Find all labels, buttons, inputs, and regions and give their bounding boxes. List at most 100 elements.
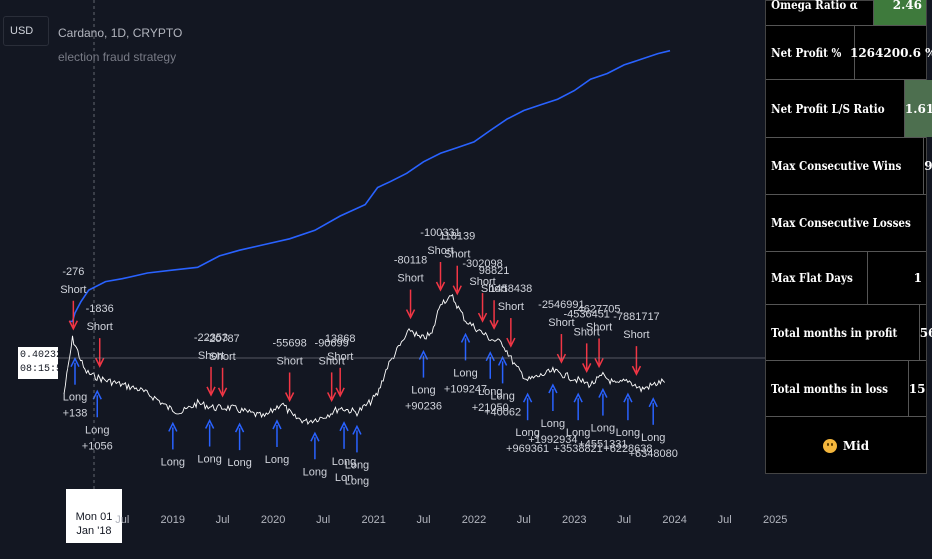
x-tick-label: 2025 bbox=[762, 514, 788, 526]
trade-pnl-label: +1056 bbox=[82, 440, 113, 452]
stats-value: 15 bbox=[907, 361, 930, 416]
long-trade-marker[interactable]: Long bbox=[265, 419, 289, 466]
stats-label: Max Consecutive Wins bbox=[771, 159, 902, 173]
short-trade-marker[interactable]: Short -100331 bbox=[420, 227, 461, 292]
trade-type-label: Short bbox=[548, 317, 574, 329]
trade-pnl-label: -7881717 bbox=[613, 311, 660, 323]
short-trade-marker[interactable]: Short 98821 bbox=[479, 265, 510, 330]
short-trade-marker[interactable]: Short -80118 bbox=[394, 255, 427, 320]
trade-pnl-label: 98821 bbox=[479, 265, 510, 277]
short-trade-marker[interactable]: Short -22353 bbox=[194, 332, 228, 397]
short-trade-marker[interactable]: Short -302098 bbox=[462, 258, 503, 323]
trade-type-label: Short bbox=[574, 326, 600, 338]
x-tick-label: Jul bbox=[115, 514, 130, 526]
stats-value: 1 bbox=[866, 252, 926, 304]
trade-pnl-label: 13868 bbox=[325, 333, 356, 345]
short-trade-marker[interactable]: Short -2546991 bbox=[538, 299, 585, 364]
x-tick-label: Jul bbox=[617, 514, 632, 526]
long-trade-marker[interactable]: Long +138 bbox=[63, 357, 88, 420]
stats-value: 9 bbox=[923, 138, 932, 194]
crosshair-date: Mon 01 Jan '18 bbox=[75, 511, 113, 538]
trade-pnl-label: +109247 bbox=[444, 383, 487, 395]
price-line bbox=[63, 294, 666, 426]
symbol-line[interactable]: Cardano, 1D, CRYPTO bbox=[58, 26, 183, 40]
short-trade-marker[interactable]: Short 13868 bbox=[325, 333, 356, 398]
trade-pnl-label: +3538821 bbox=[554, 443, 603, 455]
stats-footer: Mid bbox=[766, 416, 926, 474]
trade-type-label: Long bbox=[63, 392, 87, 404]
long-trade-marker[interactable]: Long bbox=[197, 418, 222, 466]
trade-type-label: Long bbox=[332, 456, 356, 468]
trade-type-label: Short bbox=[327, 351, 353, 363]
trade-pnl-label: Long bbox=[345, 475, 369, 487]
trade-type-label: Short bbox=[469, 276, 495, 288]
stats-label: Net Profit % bbox=[771, 45, 842, 60]
long-trade-marker[interactable]: Long +109247 bbox=[444, 332, 487, 395]
trade-pnl-label: -80118 bbox=[394, 255, 427, 267]
trade-pnl-label: +21050 bbox=[472, 402, 509, 414]
x-tick-label: Jul bbox=[316, 514, 331, 526]
trade-pnl-label: +6228638 bbox=[603, 443, 652, 455]
short-trade-marker[interactable]: Short -55698 bbox=[272, 338, 307, 403]
trade-type-label: Long bbox=[85, 424, 109, 436]
x-tick-label: Jul bbox=[416, 514, 431, 526]
long-trade-marker[interactable]: Long +3538821 bbox=[554, 392, 603, 455]
short-trade-marker[interactable]: Short -276 bbox=[60, 266, 86, 331]
currency-selector[interactable]: USD bbox=[3, 16, 49, 46]
stats-value: 56 bbox=[918, 305, 932, 360]
short-trade-marker[interactable]: Short -1836 bbox=[86, 303, 114, 368]
trade-type-label: Short bbox=[397, 273, 423, 285]
stats-label: Net Profit L/S Ratio bbox=[771, 101, 885, 116]
trade-pnl-label: -302098 bbox=[462, 258, 502, 270]
long-trade-marker[interactable]: Long +6228638 bbox=[603, 392, 653, 455]
short-trade-marker[interactable]: Short 4627705 bbox=[578, 303, 621, 369]
long-trade-marker[interactable]: Long +90236 bbox=[405, 349, 442, 413]
long-trade-marker[interactable]: Long +6348080 bbox=[629, 397, 678, 460]
long-trade-marker[interactable]: Long +4551331 bbox=[578, 387, 628, 451]
trade-type-label: Long bbox=[478, 386, 502, 398]
trade-type-label: Long bbox=[345, 459, 369, 471]
trade-type-label: Short bbox=[623, 329, 649, 341]
x-tick-label: 2020 bbox=[260, 514, 286, 526]
stats-row: Max Consecutive Wins 9 bbox=[766, 137, 932, 194]
strategy-name[interactable]: election fraud strategy bbox=[58, 50, 177, 64]
x-tick-label: 2022 bbox=[461, 514, 487, 526]
trade-pnl-label: +6348080 bbox=[629, 448, 678, 460]
short-trade-marker[interactable]: Short 118139 bbox=[439, 231, 475, 296]
long-trade-marker[interactable]: Long +40062 bbox=[484, 355, 521, 418]
long-trade-marker[interactable]: Long +1992934 bbox=[528, 383, 578, 446]
short-trade-marker[interactable]: Short -20787 bbox=[205, 333, 240, 398]
equity-line bbox=[69, 49, 671, 323]
trade-pnl-label: -4536451 bbox=[563, 308, 610, 320]
x-tick-label: Jul bbox=[717, 514, 732, 526]
trade-type-label: Long bbox=[265, 454, 289, 466]
trade-pnl-label: -1836 bbox=[86, 303, 114, 315]
trade-type-label: Long bbox=[616, 427, 640, 439]
stats-value: 2.46 bbox=[872, 0, 926, 25]
trade-type-label: Short bbox=[87, 321, 113, 333]
long-trade-marker[interactable]: Long bbox=[227, 422, 252, 469]
long-trade-marker[interactable]: Long +1056 bbox=[82, 389, 113, 452]
stats-row: Net Profit L/S Ratio 1.61 bbox=[766, 79, 932, 137]
trade-type-label: Short bbox=[498, 301, 524, 313]
short-trade-marker[interactable]: Short -90699 bbox=[315, 337, 349, 403]
x-tick-label: 2023 bbox=[562, 514, 587, 526]
trade-pnl-label: +1992934 bbox=[528, 434, 577, 446]
long-trade-marker[interactable]: Long bbox=[303, 431, 327, 478]
long-trade-marker[interactable]: Long Lon bbox=[332, 421, 356, 484]
trade-pnl-label: +90236 bbox=[405, 401, 442, 413]
trade-type-label: Long bbox=[453, 367, 477, 379]
short-trade-marker[interactable]: Short-4536451 bbox=[563, 308, 610, 374]
long-trade-marker[interactable]: Long Long bbox=[345, 424, 369, 487]
x-tick-label: 2024 bbox=[662, 514, 687, 526]
long-trade-marker[interactable]: Long +969361 bbox=[506, 392, 549, 455]
crosshair-price-label: 0.402320 08:15:50 bbox=[18, 347, 68, 379]
trade-pnl-label: -2546991 bbox=[538, 299, 585, 311]
short-trade-marker[interactable]: Short -7881717 bbox=[613, 311, 660, 376]
trade-type-label: Short bbox=[586, 321, 612, 333]
long-trade-marker[interactable]: Long bbox=[161, 421, 185, 468]
trade-type-label: Short bbox=[427, 245, 453, 257]
short-trade-marker[interactable]: Short 1458438 bbox=[489, 283, 532, 348]
trade-type-label: Long bbox=[411, 385, 435, 397]
